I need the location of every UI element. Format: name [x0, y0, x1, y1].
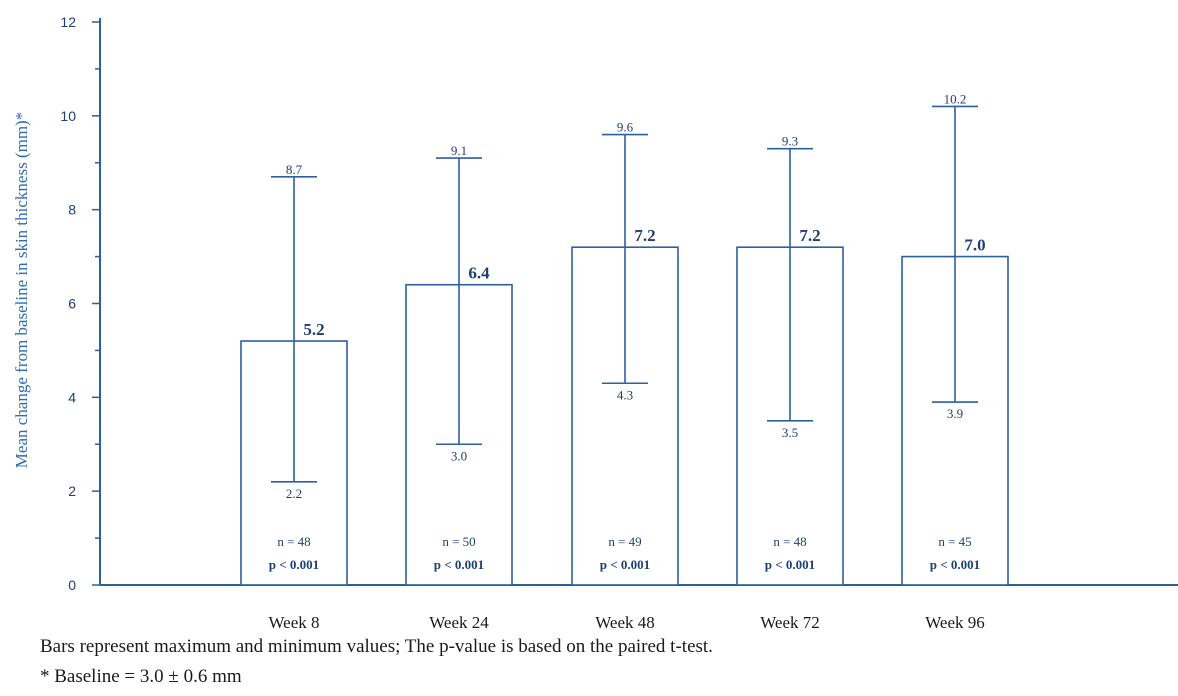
bars [240, 105, 1009, 586]
p-value-label: p < 0.001 [765, 557, 815, 572]
category-label: Week 24 [429, 613, 489, 632]
min-value-label: 4.3 [617, 387, 633, 402]
y-axis-label: Mean change from baseline in skin thickn… [12, 112, 31, 468]
y-tick-label: 6 [68, 296, 76, 312]
mean-value-label: 7.2 [799, 226, 820, 245]
max-value-label: 8.7 [286, 162, 303, 177]
p-value-label: p < 0.001 [269, 557, 319, 572]
sample-size-label: n = 49 [608, 534, 641, 549]
max-value-label: 9.3 [782, 134, 798, 149]
mean-value-label: 6.4 [468, 264, 490, 283]
category-label: Week 8 [268, 613, 319, 632]
labels: 8.7 2.2 5.2 n = 48 p < 0.001 Week 8 9.1 3.0 6.4 n… [268, 91, 985, 632]
y-tick-label: 10 [60, 108, 76, 124]
mean-value-label: 7.0 [964, 236, 985, 255]
sample-size-label: n = 50 [442, 534, 475, 549]
mean-value-label: 5.2 [303, 320, 324, 339]
sample-size-label: n = 48 [277, 534, 310, 549]
mean-value-label: 7.2 [634, 226, 655, 245]
category-label: Week 72 [760, 613, 820, 632]
max-value-label: 10.2 [944, 91, 967, 106]
y-tick-label: 2 [68, 483, 76, 499]
y-tick-label: 8 [68, 202, 76, 218]
p-value-label: p < 0.001 [434, 557, 484, 572]
category-label: Week 96 [925, 613, 985, 632]
category-label: Week 48 [595, 613, 655, 632]
max-value-label: 9.6 [617, 120, 634, 135]
sample-size-label: n = 48 [773, 534, 806, 549]
sample-size-label: n = 45 [938, 534, 971, 549]
y-tick-label: 0 [68, 577, 76, 593]
bar [571, 246, 679, 586]
bar-chart: 0 2 4 6 8 10 12 8.7 2.2 5.2 n = 48 p < 0.001 Week 8… [12, 14, 1178, 632]
min-value-label: 2.2 [286, 486, 302, 501]
min-value-label: 3.0 [451, 448, 467, 463]
p-value-label: p < 0.001 [930, 557, 980, 572]
y-tick-label: 12 [60, 14, 76, 30]
y-tick-label: 4 [68, 389, 76, 405]
max-value-label: 9.1 [451, 143, 467, 158]
min-value-label: 3.5 [782, 425, 798, 440]
p-value-label: p < 0.001 [600, 557, 650, 572]
footnote-baseline: * Baseline = 3.0 ± 0.6 mm [40, 666, 242, 687]
min-value-label: 3.9 [947, 406, 963, 421]
footnote-range: Bars represent maximum and minimum value… [40, 636, 713, 657]
